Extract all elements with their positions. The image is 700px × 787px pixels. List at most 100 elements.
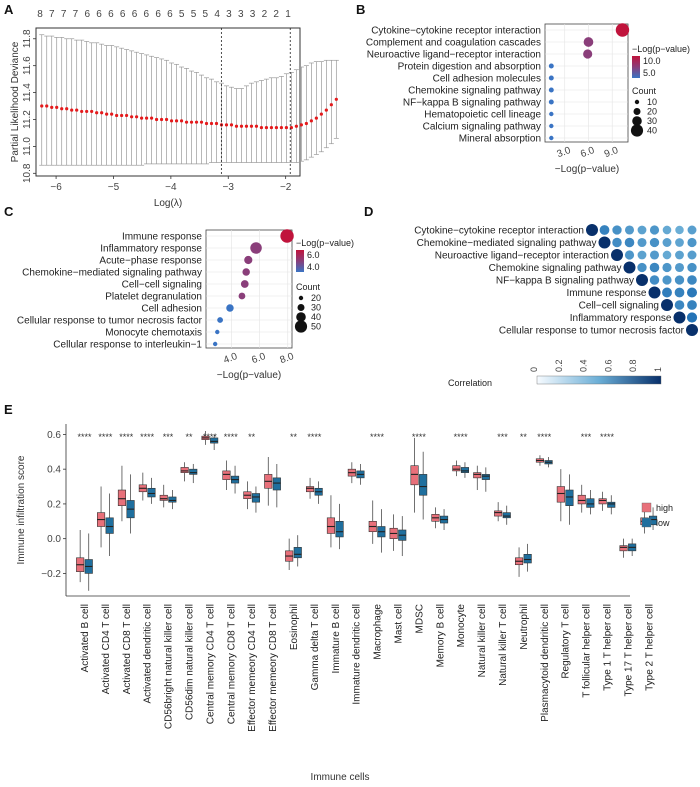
deviance-point (50, 105, 54, 109)
category-label: Central memory CD4 T cell (205, 604, 216, 724)
correlation-cell (623, 261, 636, 274)
term-label: Calcium signaling pathway (423, 122, 541, 133)
correlation-legend-tick: 0.4 (579, 359, 589, 372)
x-tick-label: 3.0 (555, 145, 572, 160)
box (598, 498, 607, 505)
deviance-point (100, 111, 104, 115)
deviance-point (130, 115, 134, 119)
category-label: Gamma delta T cell (310, 604, 321, 690)
significance-label: **** (600, 432, 615, 442)
term-dot (250, 242, 262, 254)
size-legend-label: 50 (311, 322, 321, 332)
term-dot (548, 87, 554, 93)
correlation-cell (649, 225, 660, 235)
correlation-cell (674, 275, 685, 285)
nonzero-count-label: 3 (238, 9, 244, 20)
box (222, 470, 231, 480)
matrix-row-label: Chemokine signaling pathway (489, 263, 622, 274)
nonzero-count-label: 6 (132, 9, 138, 20)
y-tick-label: −0.2 (41, 569, 61, 580)
panel-label-a: A (4, 2, 14, 17)
nonzero-count-label: 6 (96, 9, 102, 20)
y-tick-label: 0.6 (47, 430, 61, 441)
x-tick-label: −3 (223, 182, 235, 193)
significance-label: **** (370, 432, 385, 442)
deviance-point (164, 117, 169, 122)
term-dot (242, 268, 250, 276)
nonzero-count-label: 6 (155, 9, 161, 20)
term-label: Neuroactive ligand−receptor interaction (367, 50, 541, 61)
nonzero-count-label: 7 (73, 9, 79, 20)
y-tick-label: 0.0 (47, 534, 61, 545)
deviance-point (174, 119, 179, 123)
deviance-point (264, 125, 269, 130)
correlation-cell (662, 275, 672, 285)
nonzero-count-label: 5 (179, 9, 185, 20)
deviance-point (45, 104, 49, 108)
panel-b-xlabel: −Log(p−value) (555, 164, 620, 175)
category-label: Memory B cell (435, 604, 446, 667)
matrix-row-label: Cellular response to tumor necrosis fact… (499, 326, 685, 337)
correlation-cell (624, 237, 635, 248)
x-tick-label: 6.0 (250, 351, 267, 366)
deviance-point (314, 116, 318, 120)
box (293, 547, 302, 559)
term-dot (615, 23, 630, 37)
nonzero-count-label: 7 (49, 9, 55, 20)
correlation-legend-tick: 0.2 (554, 359, 564, 372)
term-label: Cellular response to interleukin−1 (53, 340, 202, 351)
matrix-row-label: Chemokine−mediated signaling pathway (417, 238, 597, 249)
category-label: Natural killer T cell (498, 604, 509, 686)
term-dot (583, 49, 593, 59)
deviance-point (95, 111, 99, 115)
matrix-row-label: Inflammatory response (570, 313, 672, 324)
correlation-cell (674, 262, 685, 273)
size-legend-label: 40 (647, 126, 657, 136)
deviance-point (135, 115, 139, 119)
category-label: Immature dendritic cell (352, 604, 363, 705)
correlation-legend-tick: 1 (653, 367, 663, 372)
box (168, 496, 177, 503)
y-tick-label: 0.2 (47, 499, 61, 510)
correlation-legend-tick: 0.8 (628, 359, 638, 372)
y-tick-label: 10.8 (22, 163, 33, 183)
significance-label: **** (307, 432, 322, 442)
category-label: Type 2 T helper cell (644, 604, 655, 691)
category-label: Activated CD8 T cell (122, 604, 133, 694)
correlation-cell (649, 262, 660, 273)
correlation-cell (687, 262, 697, 273)
term-label: Immune response (122, 232, 202, 243)
category-label: Type 17 T helper cell (623, 604, 634, 696)
box (272, 477, 281, 491)
nonzero-count-label: 7 (61, 9, 67, 20)
correlation-cell (624, 225, 635, 235)
deviance-point (334, 97, 338, 101)
correlation-cell (637, 225, 647, 235)
box (210, 437, 219, 444)
term-label: Inflammatory response (100, 244, 202, 255)
deviance-point (105, 112, 109, 116)
size-legend-label: 20 (311, 293, 321, 303)
significance-label: *** (581, 432, 592, 442)
panel-label-d: D (364, 204, 373, 219)
box (189, 468, 198, 475)
panel-label-c: C (4, 204, 14, 219)
deviance-point (269, 125, 274, 130)
box (502, 512, 511, 519)
correlation-cell (662, 238, 672, 247)
term-dot (549, 123, 554, 129)
box (577, 494, 586, 505)
correlation-cell (637, 262, 647, 273)
nonzero-count-label: 2 (262, 9, 268, 20)
term-dot (240, 280, 249, 288)
significance-label: ** (290, 432, 298, 442)
term-dot (238, 292, 246, 300)
category-label: Regulatory T cell (561, 604, 572, 679)
panel-b-kegg-dotplot: Cytokine−cytokine receptor interactionCo… (366, 23, 690, 175)
correlation-cell (649, 275, 660, 285)
deviance-point (244, 124, 249, 128)
deviance-point (60, 107, 64, 111)
deviance-point (249, 124, 254, 128)
panel-c-color-bar (296, 250, 304, 272)
